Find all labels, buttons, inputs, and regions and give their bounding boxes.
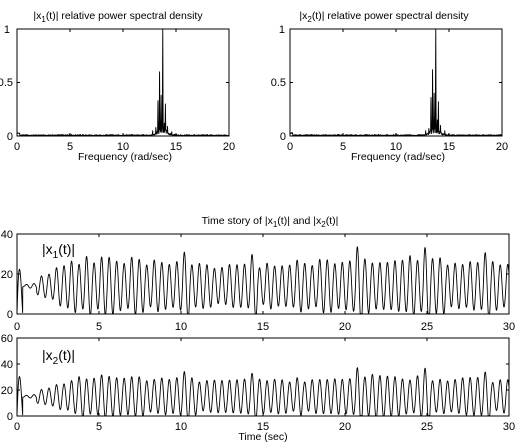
time-x2-ytick: 20 [1, 385, 13, 397]
time-x2-xtick: 25 [421, 421, 433, 433]
psd-x2-xtick: 20 [496, 141, 508, 153]
psd-x2-ytick: 1 [279, 24, 285, 36]
time-x1-ytick: 0 [7, 309, 13, 321]
time-x1-ytick: 20 [1, 269, 13, 281]
psd-x2-xlabel: Frequency (rad/sec) [351, 151, 445, 163]
psd-x2-plot: |x2(t)| relative power spectral density … [271, 10, 508, 163]
time-x2-ytick: 60 [1, 333, 13, 345]
psd-x1-title: |x1(t)| relative power spectral density [33, 10, 203, 24]
psd-x1-xtick: 10 [117, 141, 129, 153]
psd-x2-xtick: 15 [443, 141, 455, 153]
time-x2-ticks [16, 337, 510, 417]
time-x2-xtick: 15 [257, 421, 269, 433]
psd-x2-xtick: 5 [340, 141, 346, 153]
time-x2-xtick: 5 [96, 421, 102, 433]
time-x1-xtick: 30 [503, 321, 515, 333]
psd-x2-xtick: 10 [390, 141, 402, 153]
psd-x2-axes-frame [289, 28, 503, 137]
psd-x2-trace [289, 28, 503, 137]
psd-x1-xtick: 0 [14, 141, 20, 153]
psd-x1-xtick: 20 [223, 141, 235, 153]
time-x1-xtick: 10 [175, 321, 187, 333]
time-x1-xtick: 5 [96, 321, 102, 333]
time-x1-plot: Time story of |x1(t)| and |x2(t)| |x1(t)… [1, 215, 515, 333]
time-x1-xtick: 15 [257, 321, 269, 333]
time-x1-xtick: 20 [339, 321, 351, 333]
time-x2-xtick: 20 [339, 421, 351, 433]
time-x2-xtick: 30 [503, 421, 515, 433]
time-x2-series-label: |x2(t)| [42, 347, 75, 367]
psd-x1-xlabel: Frequency (rad/sec) [78, 151, 172, 163]
time-x1-xtick: 25 [421, 321, 433, 333]
psd-x1-xtick: 15 [170, 141, 182, 153]
psd-x2-xtick: 0 [287, 141, 293, 153]
time-x2-trace [16, 367, 510, 417]
time-x1-trace [16, 246, 510, 315]
time-x2-ytick: 0 [7, 411, 13, 423]
psd-x1-ytick: 0 [7, 131, 13, 143]
psd-x1-axes-frame [16, 28, 230, 137]
time-x1-xtick: 0 [14, 321, 20, 333]
psd-x1-plot: |x1(t)| relative power spectral density … [0, 10, 235, 163]
time-x2-ytick: 40 [1, 359, 13, 371]
time-xlabel: Time (sec) [238, 431, 287, 443]
psd-x2-ticks [289, 28, 503, 137]
time-x2-xtick: 10 [175, 421, 187, 433]
time-x2-plot: |x2(t)| 60 40 20 0 0 5 10 15 20 25 30 Ti… [1, 333, 515, 443]
psd-x1-ytick: 0.5 [0, 77, 13, 89]
psd-x1-trace [16, 28, 230, 137]
psd-x2-ytick: 0.5 [271, 77, 286, 89]
psd-x1-xtick: 5 [67, 141, 73, 153]
psd-x2-title: |x2(t)| relative power spectral density [299, 10, 469, 24]
psd-x2-ytick: 0 [280, 131, 286, 143]
time-x1-ticks [16, 233, 510, 315]
time-x1-series-label: |x1(t)| [42, 241, 75, 261]
psd-x1-ytick: 1 [4, 24, 10, 36]
time-x1-ytick: 40 [1, 229, 13, 241]
time-plot-title: Time story of |x1(t)| and |x2(t)| [202, 215, 339, 229]
psd-x1-ticks [16, 28, 230, 137]
time-x2-xtick: 0 [14, 421, 20, 433]
